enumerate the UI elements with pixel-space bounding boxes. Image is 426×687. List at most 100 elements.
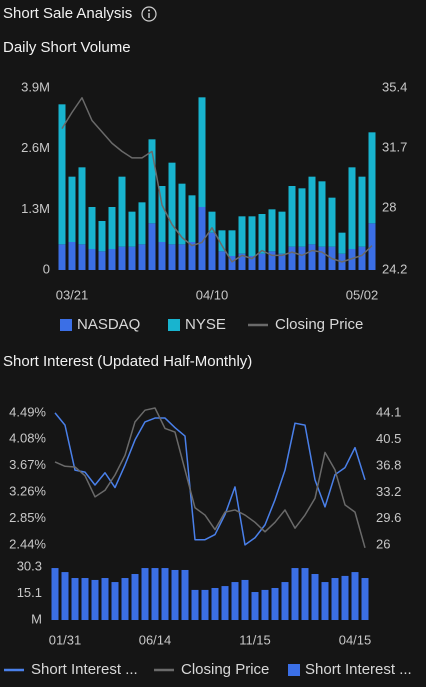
bar xyxy=(241,579,249,620)
bar xyxy=(268,251,276,270)
bar xyxy=(238,253,246,270)
y-tick-label: 3.9M xyxy=(21,79,50,94)
bar xyxy=(348,167,356,249)
bar xyxy=(288,186,296,247)
legend-label: NASDAQ xyxy=(77,316,140,333)
bar xyxy=(188,242,196,270)
bar xyxy=(318,181,326,247)
y2-tick-label: 44.1 xyxy=(376,405,401,420)
x-tick-label: 01/31 xyxy=(49,632,82,647)
y-tick-label: 0 xyxy=(43,261,50,276)
info-icon[interactable] xyxy=(141,6,157,22)
bar xyxy=(131,573,139,620)
legend-swatch xyxy=(60,319,72,331)
bar xyxy=(158,186,166,242)
bar xyxy=(111,582,119,620)
legend-swatch xyxy=(288,664,300,676)
bar xyxy=(138,244,146,270)
bar xyxy=(218,230,226,252)
bar xyxy=(121,578,129,620)
bar xyxy=(281,582,289,620)
y2-tick-label: 29.6 xyxy=(376,510,401,525)
bar xyxy=(258,214,266,254)
x-tick-label: 06/14 xyxy=(139,632,172,647)
bar xyxy=(51,568,59,620)
x-tick-label: 04/15 xyxy=(339,632,372,647)
bar xyxy=(98,221,106,252)
bar xyxy=(108,207,116,249)
bar xyxy=(248,256,256,270)
page-title: Short Sale Analysis xyxy=(3,5,132,22)
bar xyxy=(318,246,326,270)
bar xyxy=(261,589,269,620)
bar xyxy=(221,586,229,620)
bar xyxy=(291,568,299,620)
y3-tick-label: M xyxy=(31,611,42,626)
bar xyxy=(78,244,86,270)
bar xyxy=(188,195,196,242)
y2-tick-label: 28 xyxy=(382,200,396,215)
x-tick-label: 11/15 xyxy=(239,632,271,647)
bar xyxy=(168,162,176,245)
bar xyxy=(301,568,309,620)
bar xyxy=(101,578,109,620)
bar xyxy=(128,211,136,247)
bar xyxy=(298,246,306,270)
bar xyxy=(311,573,319,620)
bar xyxy=(358,176,366,247)
bar xyxy=(361,578,369,620)
bar xyxy=(338,232,346,254)
bar xyxy=(118,176,126,247)
bar xyxy=(108,249,116,270)
y2-tick-label: 33.2 xyxy=(376,484,401,499)
bar xyxy=(161,568,169,620)
bar xyxy=(81,578,89,620)
bar xyxy=(181,569,189,620)
bar xyxy=(88,249,96,270)
bar xyxy=(171,569,179,620)
y2-tick-label: 40.5 xyxy=(376,431,401,446)
bar xyxy=(218,251,226,270)
bar xyxy=(278,211,286,254)
bar xyxy=(268,209,276,252)
y2-tick-label: 31.7 xyxy=(382,140,407,155)
bar xyxy=(251,592,259,620)
bar xyxy=(368,132,376,224)
bar xyxy=(351,572,359,620)
bar xyxy=(61,572,69,620)
line xyxy=(61,97,373,263)
x-tick-label: 04/10 xyxy=(196,287,229,302)
bar xyxy=(321,582,329,620)
bar xyxy=(178,183,186,245)
y2-tick-label: 35.4 xyxy=(382,79,407,94)
bar xyxy=(148,139,156,224)
y-tick-label: 2.6M xyxy=(21,140,50,155)
bar xyxy=(258,253,266,270)
y2-tick-label: 26 xyxy=(376,536,390,551)
bar xyxy=(228,256,236,270)
bar xyxy=(358,246,366,270)
bar xyxy=(88,207,96,249)
bar xyxy=(158,242,166,270)
y3-tick-label: 15.1 xyxy=(17,585,42,600)
bar xyxy=(128,246,136,270)
x-tick-label: 05/02 xyxy=(346,287,379,302)
bar xyxy=(208,211,216,233)
legend-label: Closing Price xyxy=(275,316,363,333)
y-tick-label: 4.49% xyxy=(9,404,46,419)
y-tick-label: 1.3M xyxy=(21,201,50,216)
info-circle xyxy=(141,6,157,22)
bar xyxy=(138,202,146,245)
bar xyxy=(308,176,316,245)
bar xyxy=(68,176,76,242)
y-tick-label: 2.44% xyxy=(9,536,46,551)
bar xyxy=(348,249,356,270)
bar xyxy=(141,568,149,620)
bar xyxy=(118,246,126,270)
line xyxy=(54,412,366,546)
bar xyxy=(191,589,199,620)
bar xyxy=(341,575,349,620)
y-tick-label: 3.67% xyxy=(9,457,46,472)
y-tick-label: 2.85% xyxy=(9,510,46,525)
bar xyxy=(231,582,239,620)
